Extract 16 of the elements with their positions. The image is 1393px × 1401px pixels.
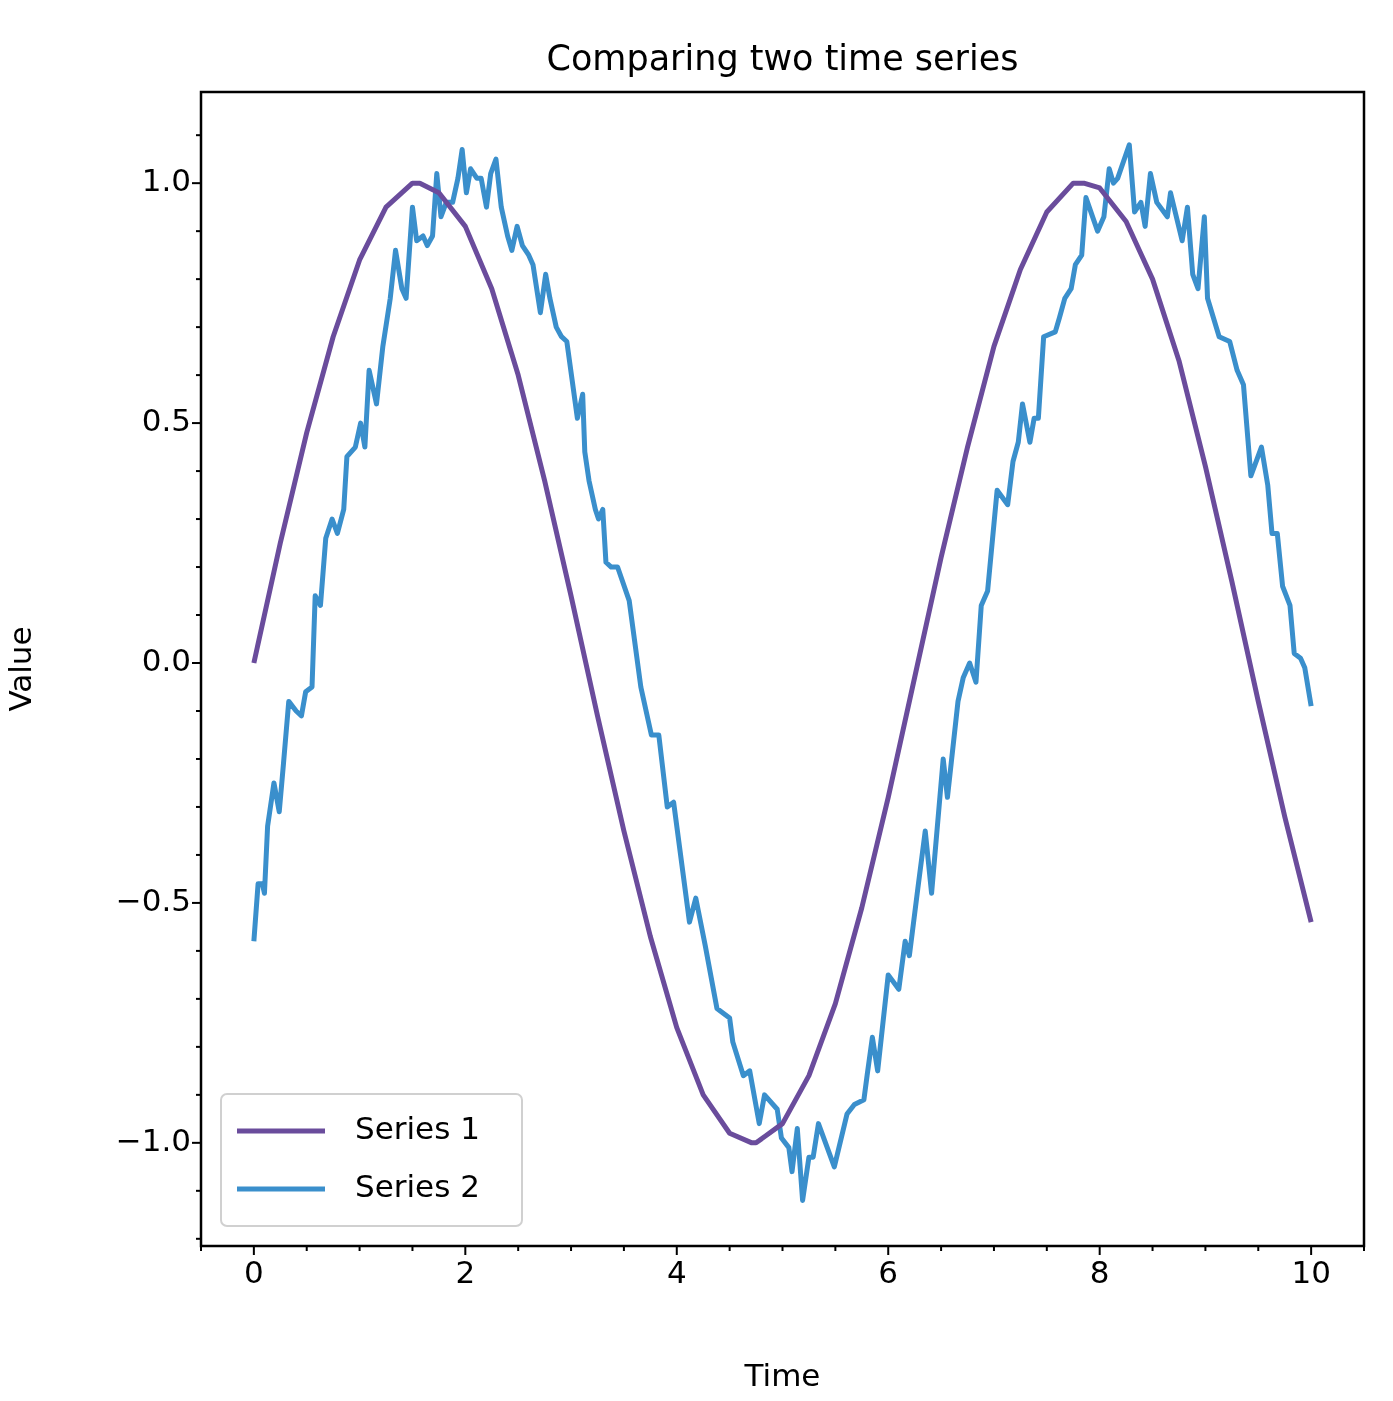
y-tick-label: 0.0 bbox=[141, 642, 191, 679]
x-tick-label: 4 bbox=[666, 1253, 687, 1290]
x-tick-label: 2 bbox=[455, 1253, 476, 1290]
y-tick-label: 1.0 bbox=[141, 162, 191, 199]
x-tick-label: 0 bbox=[244, 1253, 264, 1290]
x-tick-label: 8 bbox=[1089, 1253, 1110, 1290]
legend-label: Series 2 bbox=[355, 1168, 480, 1205]
legend-label: Series 1 bbox=[355, 1110, 480, 1147]
x-tick-label: 6 bbox=[878, 1253, 899, 1290]
chart-title: Comparing two time series bbox=[546, 37, 1019, 78]
y-axis-title: Value bbox=[1, 626, 38, 712]
y-tick-label: −0.5 bbox=[115, 881, 191, 918]
x-axis-title: Time bbox=[743, 1357, 821, 1394]
y-tick-label: −1.0 bbox=[115, 1121, 191, 1158]
x-tick-label: 10 bbox=[1291, 1253, 1331, 1290]
y-tick-label: 0.5 bbox=[141, 402, 191, 439]
